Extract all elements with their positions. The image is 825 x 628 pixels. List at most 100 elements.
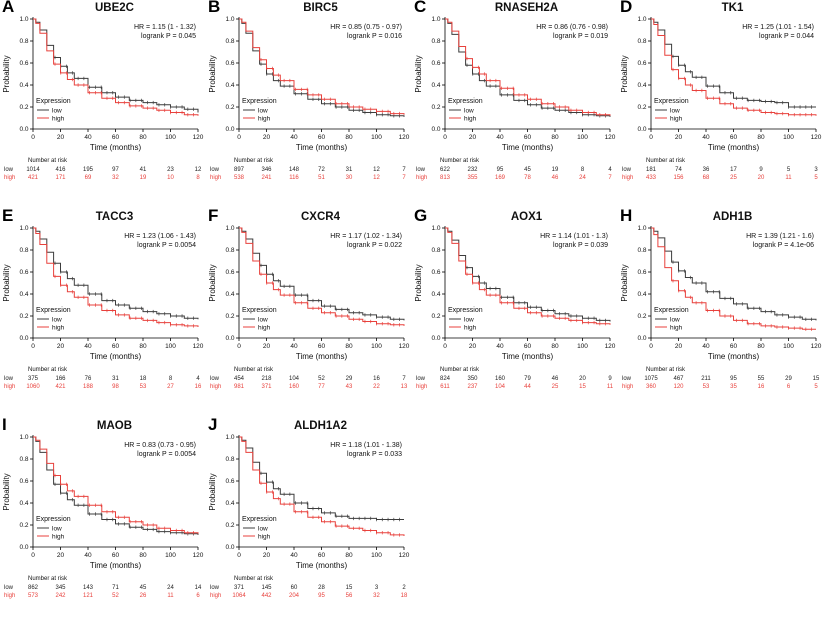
risk-count-high: 11: [607, 384, 614, 390]
legend-title: Expression: [242, 516, 277, 523]
legend-title: Expression: [242, 307, 277, 314]
risk-count-high: 8: [196, 175, 200, 181]
x-tick-label: 20: [57, 552, 65, 559]
risk-count-high: 237: [467, 384, 478, 390]
risk-row-label-low: low: [622, 167, 632, 173]
logrank-label: logrank P = 0.045: [141, 33, 196, 40]
x-axis-label: Time (months): [90, 143, 142, 152]
km-curve-high: [33, 227, 199, 327]
risk-count-high: 25: [730, 175, 737, 181]
x-tick-label: 100: [783, 343, 794, 350]
hr-label: HR = 0.86 (0.76 - 0.98): [536, 24, 608, 31]
legend-label-low: low: [258, 525, 268, 532]
x-tick-label: 20: [57, 343, 65, 350]
risk-count-high: 18: [401, 593, 408, 599]
risk-count-low: 95: [730, 376, 737, 382]
x-tick-label: 40: [702, 343, 710, 350]
y-axis-label: Probability: [2, 264, 11, 301]
x-tick-label: 20: [57, 134, 65, 141]
risk-row-label-high: high: [416, 384, 427, 390]
y-tick-label: 0.6: [19, 269, 28, 276]
risk-count-high: 611: [440, 384, 450, 390]
hr-label: HR = 0.83 (0.73 - 0.95): [124, 442, 196, 449]
y-tick-label: 0.8: [19, 456, 28, 463]
y-tick-label: 0.4: [19, 291, 28, 298]
risk-count-high: 573: [28, 593, 39, 599]
risk-count-high: 171: [55, 175, 66, 181]
risk-count-low: 29: [346, 376, 353, 382]
risk-count-low: 346: [261, 167, 272, 173]
y-tick-label: 0.8: [637, 247, 646, 254]
risk-count-high: 95: [318, 593, 325, 599]
km-plot: 0.0 0.2 0.4 0.6 0.8 1.0 0 20 40 60 80 100 120 Time (m…: [208, 434, 410, 599]
x-axis-label: Time (months): [502, 143, 554, 152]
km-plot: 0.0 0.2 0.4 0.6 0.8 1.0 0 20 40 60 80 100 120 Time (m…: [620, 16, 822, 181]
risk-count-low: 7: [402, 376, 406, 382]
risk-count-low: 8: [169, 376, 173, 382]
x-tick-label: 20: [263, 552, 271, 559]
km-curve-high: [33, 18, 199, 116]
risk-count-low: 46: [552, 376, 559, 382]
x-tick-label: 0: [649, 134, 653, 141]
risk-count-high: 156: [673, 175, 684, 181]
legend-title: Expression: [654, 98, 689, 105]
x-tick-label: 60: [112, 134, 120, 141]
risk-count-high: 35: [730, 384, 737, 390]
km-plot: 0.0 0.2 0.4 0.6 0.8 1.0 0 20 40 60 80 100 120 Time (m…: [414, 16, 616, 181]
x-tick-label: 0: [31, 343, 35, 350]
risk-count-high: 12: [373, 175, 380, 181]
x-tick-label: 100: [371, 552, 382, 559]
gene-title: TACC3: [95, 211, 134, 223]
km-panel: F CXCR4 0.0 0.2 0.4 0.6 0.8 1.0 0 20 40 60 80 100 12…: [206, 206, 412, 418]
x-tick-label: 40: [496, 343, 504, 350]
y-tick-label: 0.6: [19, 60, 28, 67]
x-tick-label: 60: [112, 343, 120, 350]
risk-count-high: 169: [495, 175, 506, 181]
risk-table-header: Number at risk: [234, 367, 274, 373]
x-axis-label: Time (months): [708, 143, 760, 152]
risk-count-high: 44: [524, 384, 531, 390]
legend-title: Expression: [448, 98, 483, 105]
y-axis-label: Probability: [208, 55, 217, 92]
risk-count-low: 2: [402, 585, 406, 591]
risk-count-low: 1014: [26, 167, 40, 173]
risk-count-low: 15: [346, 585, 353, 591]
risk-row-label-high: high: [4, 175, 15, 181]
km-curve-high: [239, 227, 405, 326]
x-tick-label: 20: [263, 134, 271, 141]
km-panel: E TACC3 0.0 0.2 0.4 0.6 0.8 1.0 0 20 40 60 80 100 12…: [0, 206, 206, 418]
panel-letter: C: [414, 0, 427, 16]
logrank-label: logrank P = 0.019: [553, 33, 608, 40]
risk-count-high: 104: [495, 384, 506, 390]
risk-count-high: 98: [112, 384, 119, 390]
y-tick-label: 0.2: [225, 313, 234, 320]
x-tick-label: 80: [757, 134, 765, 141]
risk-count-low: 104: [289, 376, 300, 382]
x-tick-label: 40: [84, 552, 92, 559]
risk-table-header: Number at risk: [234, 576, 274, 582]
risk-count-low: 218: [261, 376, 272, 382]
legend-title: Expression: [36, 98, 71, 105]
x-tick-label: 80: [139, 552, 147, 559]
risk-count-low: 41: [140, 167, 147, 173]
km-panel: D TK1 0.0 0.2 0.4 0.6 0.8 1.0 0 20 40 60 80 100 120 T…: [618, 0, 824, 209]
y-tick-label: 0.4: [225, 82, 234, 89]
y-tick-label: 0.2: [637, 313, 646, 320]
risk-count-high: 56: [346, 593, 353, 599]
x-tick-label: 0: [443, 343, 447, 350]
risk-count-high: 120: [673, 384, 684, 390]
x-tick-label: 60: [524, 343, 532, 350]
risk-count-high: 77: [318, 384, 325, 390]
risk-row-label-high: high: [416, 175, 427, 181]
hr-label: HR = 1.25 (1.01 - 1.54): [742, 24, 814, 31]
x-tick-label: 120: [399, 552, 410, 559]
y-tick-label: 0.6: [637, 60, 646, 67]
y-tick-label: 0.4: [19, 82, 28, 89]
panel-letter: G: [414, 206, 428, 225]
km-panel: A UBE2C 0.0 0.2 0.4 0.6 0.8 1.0 0 20 40 60 80 100 12…: [0, 0, 206, 209]
x-tick-label: 60: [318, 552, 326, 559]
risk-count-high: 10: [167, 175, 174, 181]
y-tick-label: 1.0: [225, 225, 234, 232]
y-tick-label: 1.0: [225, 16, 234, 23]
x-tick-label: 0: [649, 343, 653, 350]
